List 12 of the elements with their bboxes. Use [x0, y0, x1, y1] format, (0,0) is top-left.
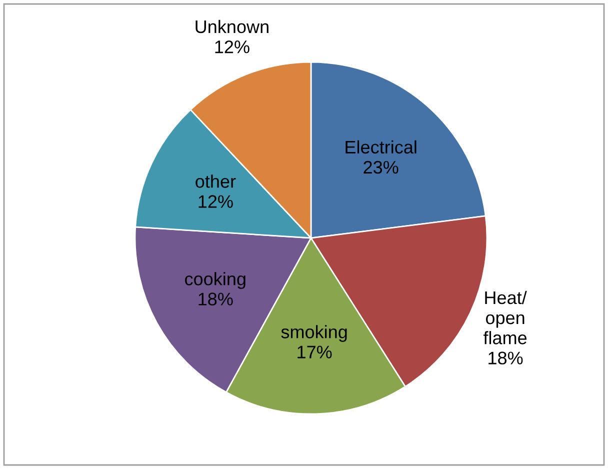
slice-label: smoking	[281, 325, 347, 342]
data-label: 12%	[215, 40, 250, 54]
slice-label: Unknown	[196, 20, 268, 34]
slice-label: Heat/ open flame	[483, 290, 527, 344]
data-label: 17%	[298, 346, 332, 358]
data-label: 18%	[488, 352, 523, 364]
data-label: 18%	[198, 292, 233, 306]
slice-label: cooking	[185, 272, 246, 289]
slice-label: other	[196, 174, 236, 188]
data-label: 23%	[364, 160, 398, 174]
slice-label: Electrical	[346, 140, 416, 154]
data-label: 12%	[198, 195, 233, 208]
